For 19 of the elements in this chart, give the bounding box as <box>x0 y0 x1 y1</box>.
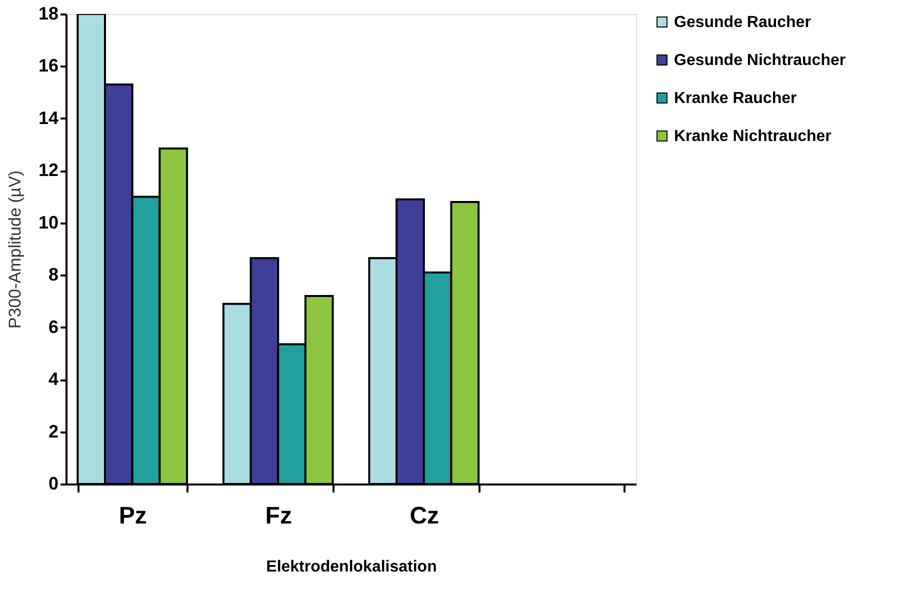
legend-label: Gesunde Nichtraucher <box>674 52 846 69</box>
x-tick-label: Cz <box>410 502 440 530</box>
legend-label: Kranke Nichtraucher <box>674 128 832 145</box>
y-tick-label: 16 <box>38 56 58 76</box>
x-tick-label: Fz <box>265 502 292 530</box>
y-tick-label: 12 <box>38 160 58 180</box>
y-tick-label: 4 <box>48 369 58 390</box>
y-tick-label: 8 <box>48 264 58 285</box>
legend-label: Kranke Raucher <box>674 90 797 107</box>
y-tick-label: 18 <box>38 4 58 24</box>
x-tick-label: Pz <box>118 502 147 530</box>
y-tick-label: 0 <box>48 474 58 494</box>
x-axis-title: Elektrodenlokalisation <box>266 558 437 576</box>
legend-label: Gesunde Raucher <box>674 14 811 31</box>
y-tick-label: 14 <box>38 108 58 128</box>
y-axis-title: P300-Amplitude (µV) <box>5 170 24 329</box>
y-tick-label: 10 <box>38 212 58 232</box>
y-tick-label: 2 <box>48 421 58 442</box>
y-tick-label: 6 <box>48 316 58 337</box>
